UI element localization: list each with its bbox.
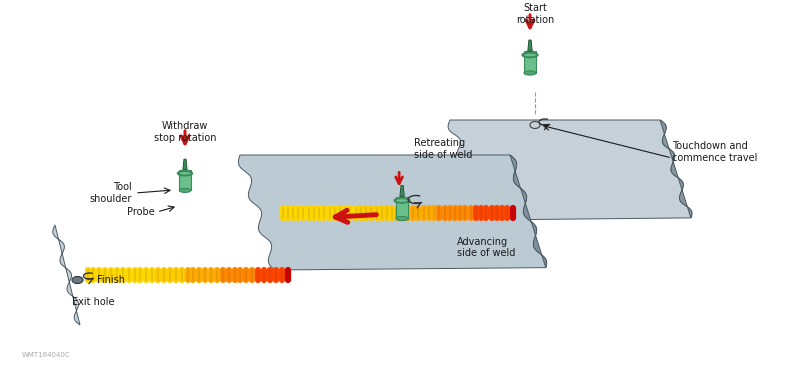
Ellipse shape	[178, 171, 193, 176]
Polygon shape	[524, 51, 536, 73]
Text: WMT164040C: WMT164040C	[22, 352, 70, 358]
Text: Retreating
side of weld: Retreating side of weld	[414, 138, 473, 160]
Text: Advancing
side of weld: Advancing side of weld	[457, 237, 515, 258]
Ellipse shape	[178, 172, 191, 175]
Text: Exit hole: Exit hole	[73, 297, 115, 307]
Polygon shape	[400, 185, 404, 196]
Polygon shape	[53, 225, 80, 325]
Text: Tool
shoulder: Tool shoulder	[90, 182, 132, 204]
Ellipse shape	[522, 52, 538, 58]
Text: Touchdown and
commence travel: Touchdown and commence travel	[672, 141, 758, 163]
Polygon shape	[238, 155, 546, 270]
Text: Probe: Probe	[127, 207, 155, 217]
Polygon shape	[179, 170, 190, 191]
Text: Start
rotation: Start rotation	[516, 3, 554, 24]
Polygon shape	[183, 159, 187, 170]
Polygon shape	[528, 40, 532, 51]
Ellipse shape	[524, 71, 536, 75]
Ellipse shape	[179, 188, 190, 192]
Ellipse shape	[395, 199, 409, 202]
Polygon shape	[510, 155, 546, 268]
Ellipse shape	[396, 216, 408, 220]
Polygon shape	[660, 120, 692, 218]
Text: Finish: Finish	[98, 275, 126, 285]
Ellipse shape	[394, 198, 410, 203]
Polygon shape	[448, 120, 692, 220]
Text: Withdraw
stop rotation: Withdraw stop rotation	[154, 122, 216, 143]
Polygon shape	[396, 196, 408, 219]
Ellipse shape	[72, 277, 83, 284]
Ellipse shape	[523, 53, 537, 57]
